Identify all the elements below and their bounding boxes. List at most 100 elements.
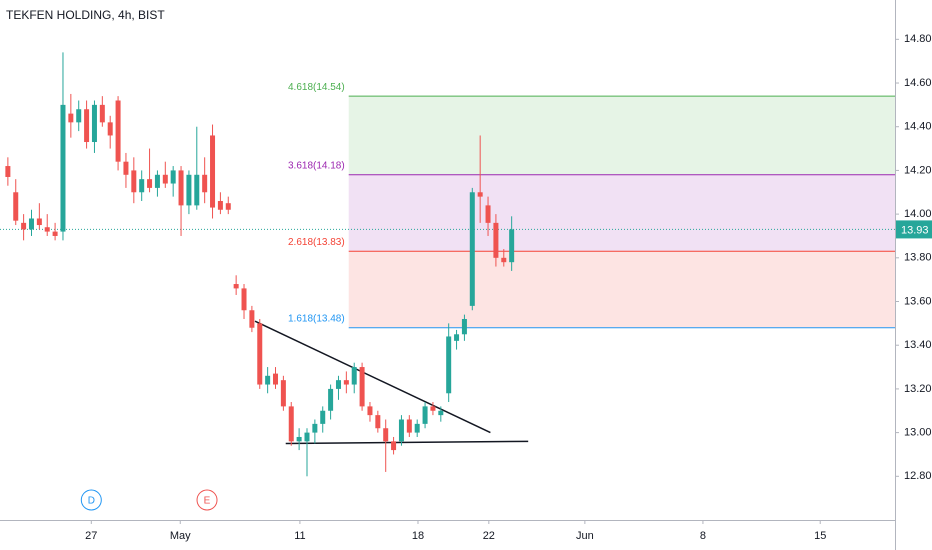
candle-body (406, 419, 412, 433)
candle-body (115, 100, 121, 162)
price-tag (896, 220, 932, 239)
candle-body (469, 192, 475, 306)
x-tick-label: 18 (412, 530, 424, 542)
x-tick-label: 15 (814, 530, 826, 542)
candle-body (91, 104, 97, 143)
y-tick-label: 13.60 (904, 295, 932, 307)
candle-body (52, 231, 58, 236)
candle-body (36, 218, 42, 226)
candle-body (454, 334, 460, 341)
event-marker (80, 489, 102, 511)
candle-body (99, 104, 105, 123)
candle-body (210, 135, 216, 208)
x-tick-label: 22 (483, 530, 495, 542)
fib-label: 2.618(13.83) (288, 237, 345, 248)
candle-body (509, 229, 515, 263)
y-tick-label: 13.20 (904, 383, 932, 395)
candle-body (477, 192, 483, 197)
candle-body (312, 423, 318, 433)
candle-body (438, 410, 444, 416)
candle-body (225, 203, 231, 210)
event-marker (196, 489, 218, 511)
candle-body (335, 380, 341, 389)
candle-body (202, 174, 208, 193)
candle-body (383, 428, 389, 442)
candle-body (304, 432, 310, 442)
candle-body (249, 310, 255, 328)
candle-body (288, 406, 294, 442)
candle-body (139, 179, 145, 193)
event-label: E (204, 496, 211, 507)
candle-body (76, 109, 82, 123)
candle-body (367, 406, 373, 416)
candle-body (501, 257, 507, 263)
y-tick-label: 14.80 (904, 33, 932, 45)
candle-body (296, 436, 302, 442)
fib-label: 3.618(14.18) (288, 160, 345, 171)
fib-zone (348, 96, 895, 175)
candle-body (273, 373, 279, 385)
candle-body (154, 174, 160, 188)
candle-body (217, 201, 223, 210)
x-tick-label: 11 (294, 530, 305, 542)
candle-body (398, 419, 404, 442)
candle-body (328, 388, 334, 411)
candle-body (194, 174, 200, 206)
candle-body (446, 336, 452, 394)
candle-body (265, 375, 271, 385)
fib-zone (348, 251, 895, 328)
event-label: D (88, 496, 95, 507)
trendline (285, 440, 529, 445)
y-tick-label: 13.80 (904, 252, 932, 264)
candle-body (257, 323, 263, 385)
candle-body (493, 222, 499, 258)
y-tick-label: 14.20 (904, 164, 932, 176)
y-tick-label: 12.80 (904, 470, 932, 482)
y-tick-label: 13.40 (904, 339, 932, 351)
price-tag-label: 13.93 (901, 224, 929, 236)
candle-body (186, 174, 192, 206)
candle-body (430, 406, 436, 411)
candle-body (280, 380, 286, 407)
x-tick-label: 27 (85, 530, 97, 542)
candle-body (241, 288, 247, 311)
trendline (254, 320, 491, 434)
x-tick-label: May (170, 530, 191, 542)
candle-body (44, 227, 50, 232)
candle-body (147, 179, 153, 188)
candle-body (68, 113, 74, 123)
candle-body (375, 415, 381, 429)
candle-body (320, 410, 326, 424)
candle-body (391, 441, 397, 451)
candle-body (28, 218, 34, 230)
candle-body (414, 423, 420, 433)
candle-body (131, 170, 137, 193)
candle-body (359, 367, 365, 407)
candle-body (178, 170, 184, 206)
candle-body (21, 222, 27, 230)
candle-body (461, 318, 467, 335)
candle-body (13, 192, 19, 221)
fib-label: 4.618(14.54) (288, 82, 345, 93)
x-tick-label: 8 (700, 530, 706, 542)
candle-body (5, 166, 11, 177)
candle-body (107, 122, 113, 136)
y-tick-label: 14.00 (904, 208, 932, 220)
candle-body (162, 174, 168, 184)
chart-title: TEKFEN HOLDING, 4h, BIST (6, 8, 165, 22)
candle-body (485, 205, 491, 223)
candle-body (351, 367, 357, 385)
fib-zone (348, 174, 895, 252)
fib-label: 1.618(13.48) (288, 313, 345, 324)
candle-body (84, 109, 90, 143)
x-tick-label: Jun (576, 530, 594, 542)
y-tick-label: 14.60 (904, 77, 932, 89)
y-tick-label: 13.00 (904, 427, 932, 439)
candle-body (170, 170, 176, 184)
y-tick-label: 14.40 (904, 121, 932, 133)
candle-body (233, 284, 239, 289)
candle-body (422, 406, 428, 424)
candle-body (60, 104, 66, 232)
